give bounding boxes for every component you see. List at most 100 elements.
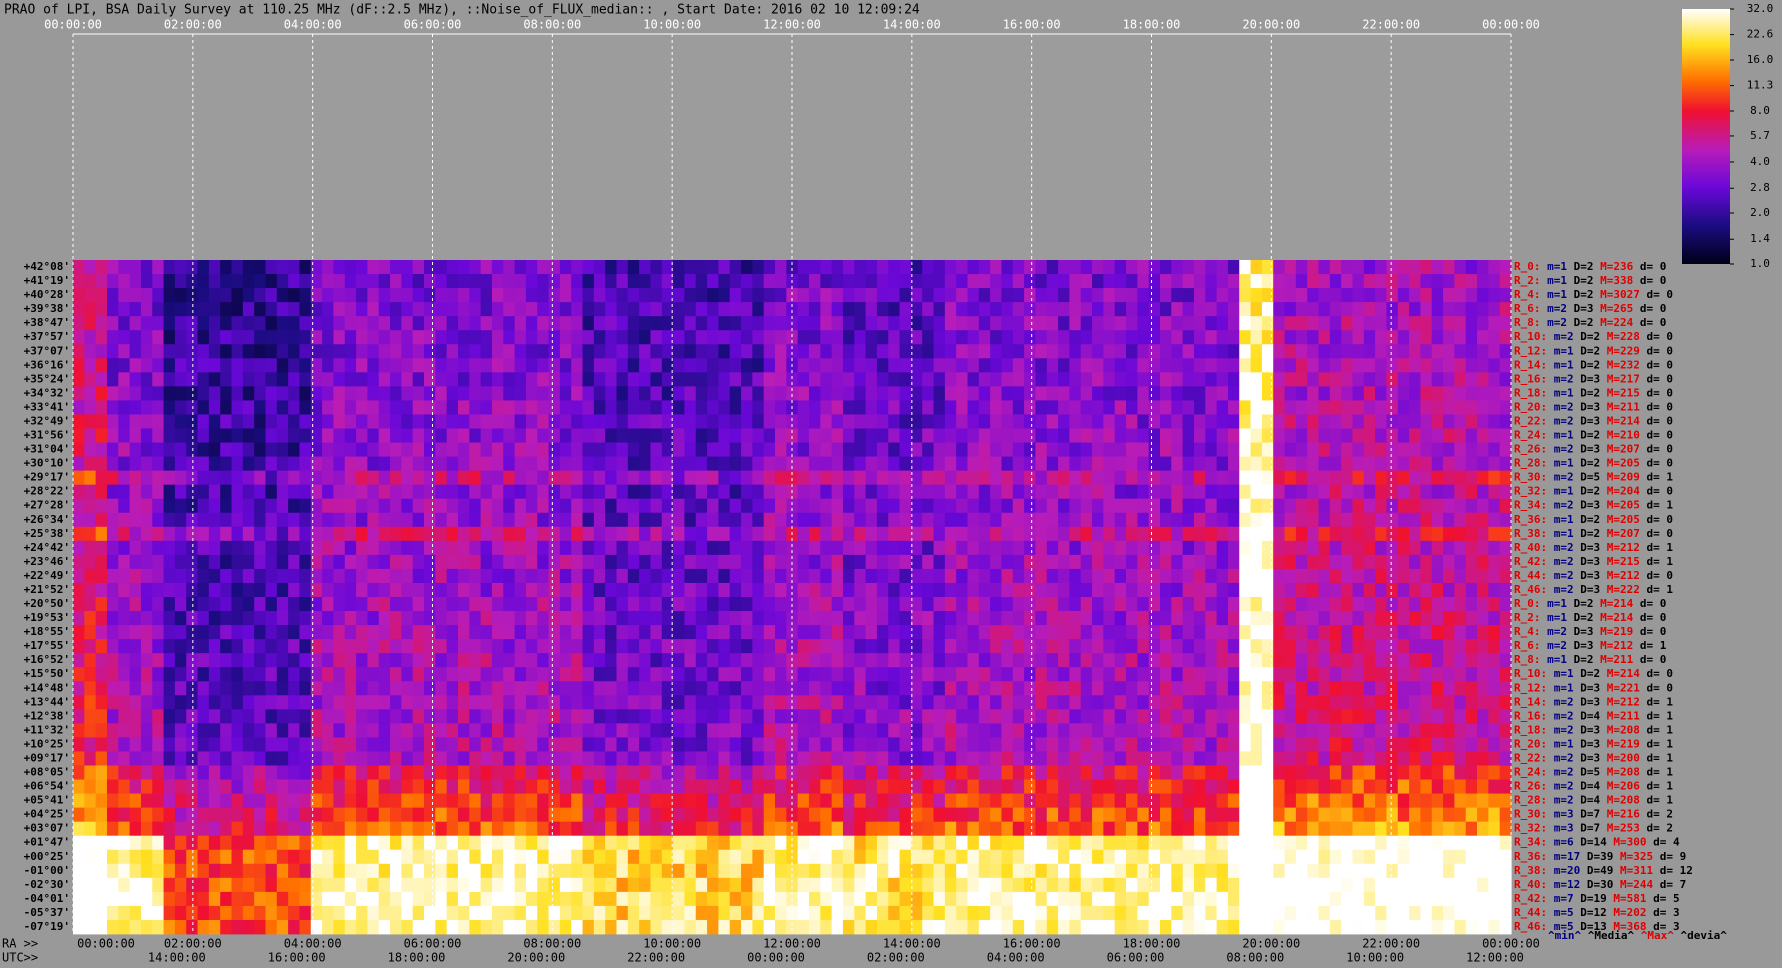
heatmap-cell: [593, 695, 606, 710]
heatmap-cell: [571, 723, 584, 738]
heatmap-cell: [525, 611, 538, 626]
heatmap-cell: [888, 316, 901, 331]
heatmap-cell: [786, 582, 799, 598]
heatmap-cell: [1295, 484, 1308, 500]
heatmap-cell: [1488, 779, 1501, 794]
heatmap-cell: [163, 316, 176, 331]
heatmap-cell: [752, 737, 765, 752]
heatmap-cell: [1103, 358, 1116, 373]
heatmap-cell: [1001, 386, 1014, 401]
heatmap-cell: [367, 330, 380, 345]
heatmap-cell: [1443, 751, 1455, 766]
heatmap-cell: [1363, 512, 1376, 528]
heatmap-cell: [1058, 470, 1071, 486]
heatmap-cell: [322, 288, 335, 303]
heatmap-cell: [367, 751, 380, 766]
heatmap-cell: [537, 611, 550, 626]
heatmap-cell: [763, 723, 776, 738]
heatmap-cell: [412, 498, 425, 514]
heatmap-cell: [718, 484, 731, 500]
heatmap-cell: [344, 779, 357, 794]
heatmap-cell: [639, 568, 652, 584]
heatmap-cell: [1363, 554, 1376, 570]
heatmap-cell: [944, 709, 957, 724]
heatmap-cell: [559, 793, 572, 809]
heatmap-cell: [820, 568, 833, 584]
heatmap-cell: [967, 526, 980, 542]
heatmap-cell: [424, 484, 436, 500]
heatmap-cell: [503, 611, 516, 626]
heatmap-cell: [469, 765, 482, 780]
heatmap-cell: [1409, 442, 1422, 457]
heatmap-cell: [978, 568, 991, 584]
heatmap-cell: [457, 260, 470, 275]
heatmap-cell: [1488, 611, 1501, 626]
heatmap-cell: [254, 625, 267, 640]
heatmap-cell: [525, 456, 538, 472]
heatmap-cell: [808, 372, 821, 387]
heatmap-cell: [1318, 498, 1331, 514]
heatmap-cell: [559, 428, 572, 443]
heatmap-cell: [865, 428, 878, 443]
heatmap-cell: [1216, 653, 1229, 668]
heatmap-cell: [118, 568, 131, 584]
heatmap-cell: [548, 611, 561, 626]
heatmap-cell: [752, 765, 765, 780]
heatmap-cell: [1080, 512, 1093, 528]
heatmap-cell: [1375, 723, 1388, 738]
heatmap-cell: [1329, 681, 1342, 696]
heatmap-cell: [1035, 288, 1048, 303]
heatmap-cell: [469, 372, 482, 387]
heatmap-cell: [797, 484, 810, 500]
heatmap-cell: [707, 316, 719, 331]
heatmap-cell: [322, 302, 335, 317]
heatmap-cell: [1499, 625, 1512, 640]
heatmap-cell: [842, 568, 855, 584]
heatmap-cell: [718, 428, 731, 443]
heatmap-cell: [1363, 723, 1376, 738]
heatmap-cell: [1295, 779, 1308, 794]
heatmap-cell: [582, 568, 595, 584]
heatmap-cell: [1239, 288, 1252, 303]
heatmap-cell: [106, 751, 119, 766]
heatmap-cell: [797, 723, 810, 738]
heatmap-cell: [842, 737, 855, 752]
heatmap-cell: [876, 302, 889, 317]
heatmap-cell: [1488, 470, 1501, 486]
heatmap-cell: [1216, 456, 1229, 472]
heatmap-cell: [1114, 779, 1127, 794]
heatmap-cell: [424, 260, 436, 275]
heatmap-cell: [888, 695, 901, 710]
heatmap-cell: [752, 400, 765, 415]
heatmap-cell: [1307, 302, 1320, 317]
heatmap-cell: [1216, 260, 1229, 275]
heatmap-cell: [1227, 302, 1240, 317]
heatmap-cell: [491, 611, 504, 626]
heatmap-cell: [639, 400, 652, 415]
heatmap-cell: [390, 428, 402, 443]
heatmap-cell: [491, 302, 504, 317]
heatmap-cell: [910, 288, 923, 303]
heatmap-cell: [639, 554, 652, 570]
heatmap-cell: [367, 372, 380, 387]
heatmap-cell: [944, 582, 957, 598]
heatmap-cell: [899, 526, 912, 542]
heatmap-cell: [1341, 568, 1354, 584]
heatmap-cell: [1058, 414, 1071, 429]
heatmap-cell: [537, 330, 550, 345]
heatmap-cell: [174, 667, 187, 682]
heatmap-cell: [265, 260, 278, 275]
heatmap-cell: [571, 751, 584, 766]
heatmap-cell: [208, 540, 221, 556]
heatmap-cell: [808, 498, 821, 514]
heatmap-cell: [876, 484, 889, 500]
heatmap-cell: [1171, 456, 1184, 472]
heatmap-cell: [1046, 400, 1059, 415]
heatmap-cell: [106, 695, 119, 710]
heatmap-cell: [1137, 540, 1150, 556]
heatmap-cell: [1080, 709, 1093, 724]
heatmap-cell: [548, 442, 561, 457]
heatmap-cell: [593, 639, 606, 654]
heatmap-cell: [1159, 597, 1172, 612]
heatmap-cell: [1307, 709, 1320, 724]
